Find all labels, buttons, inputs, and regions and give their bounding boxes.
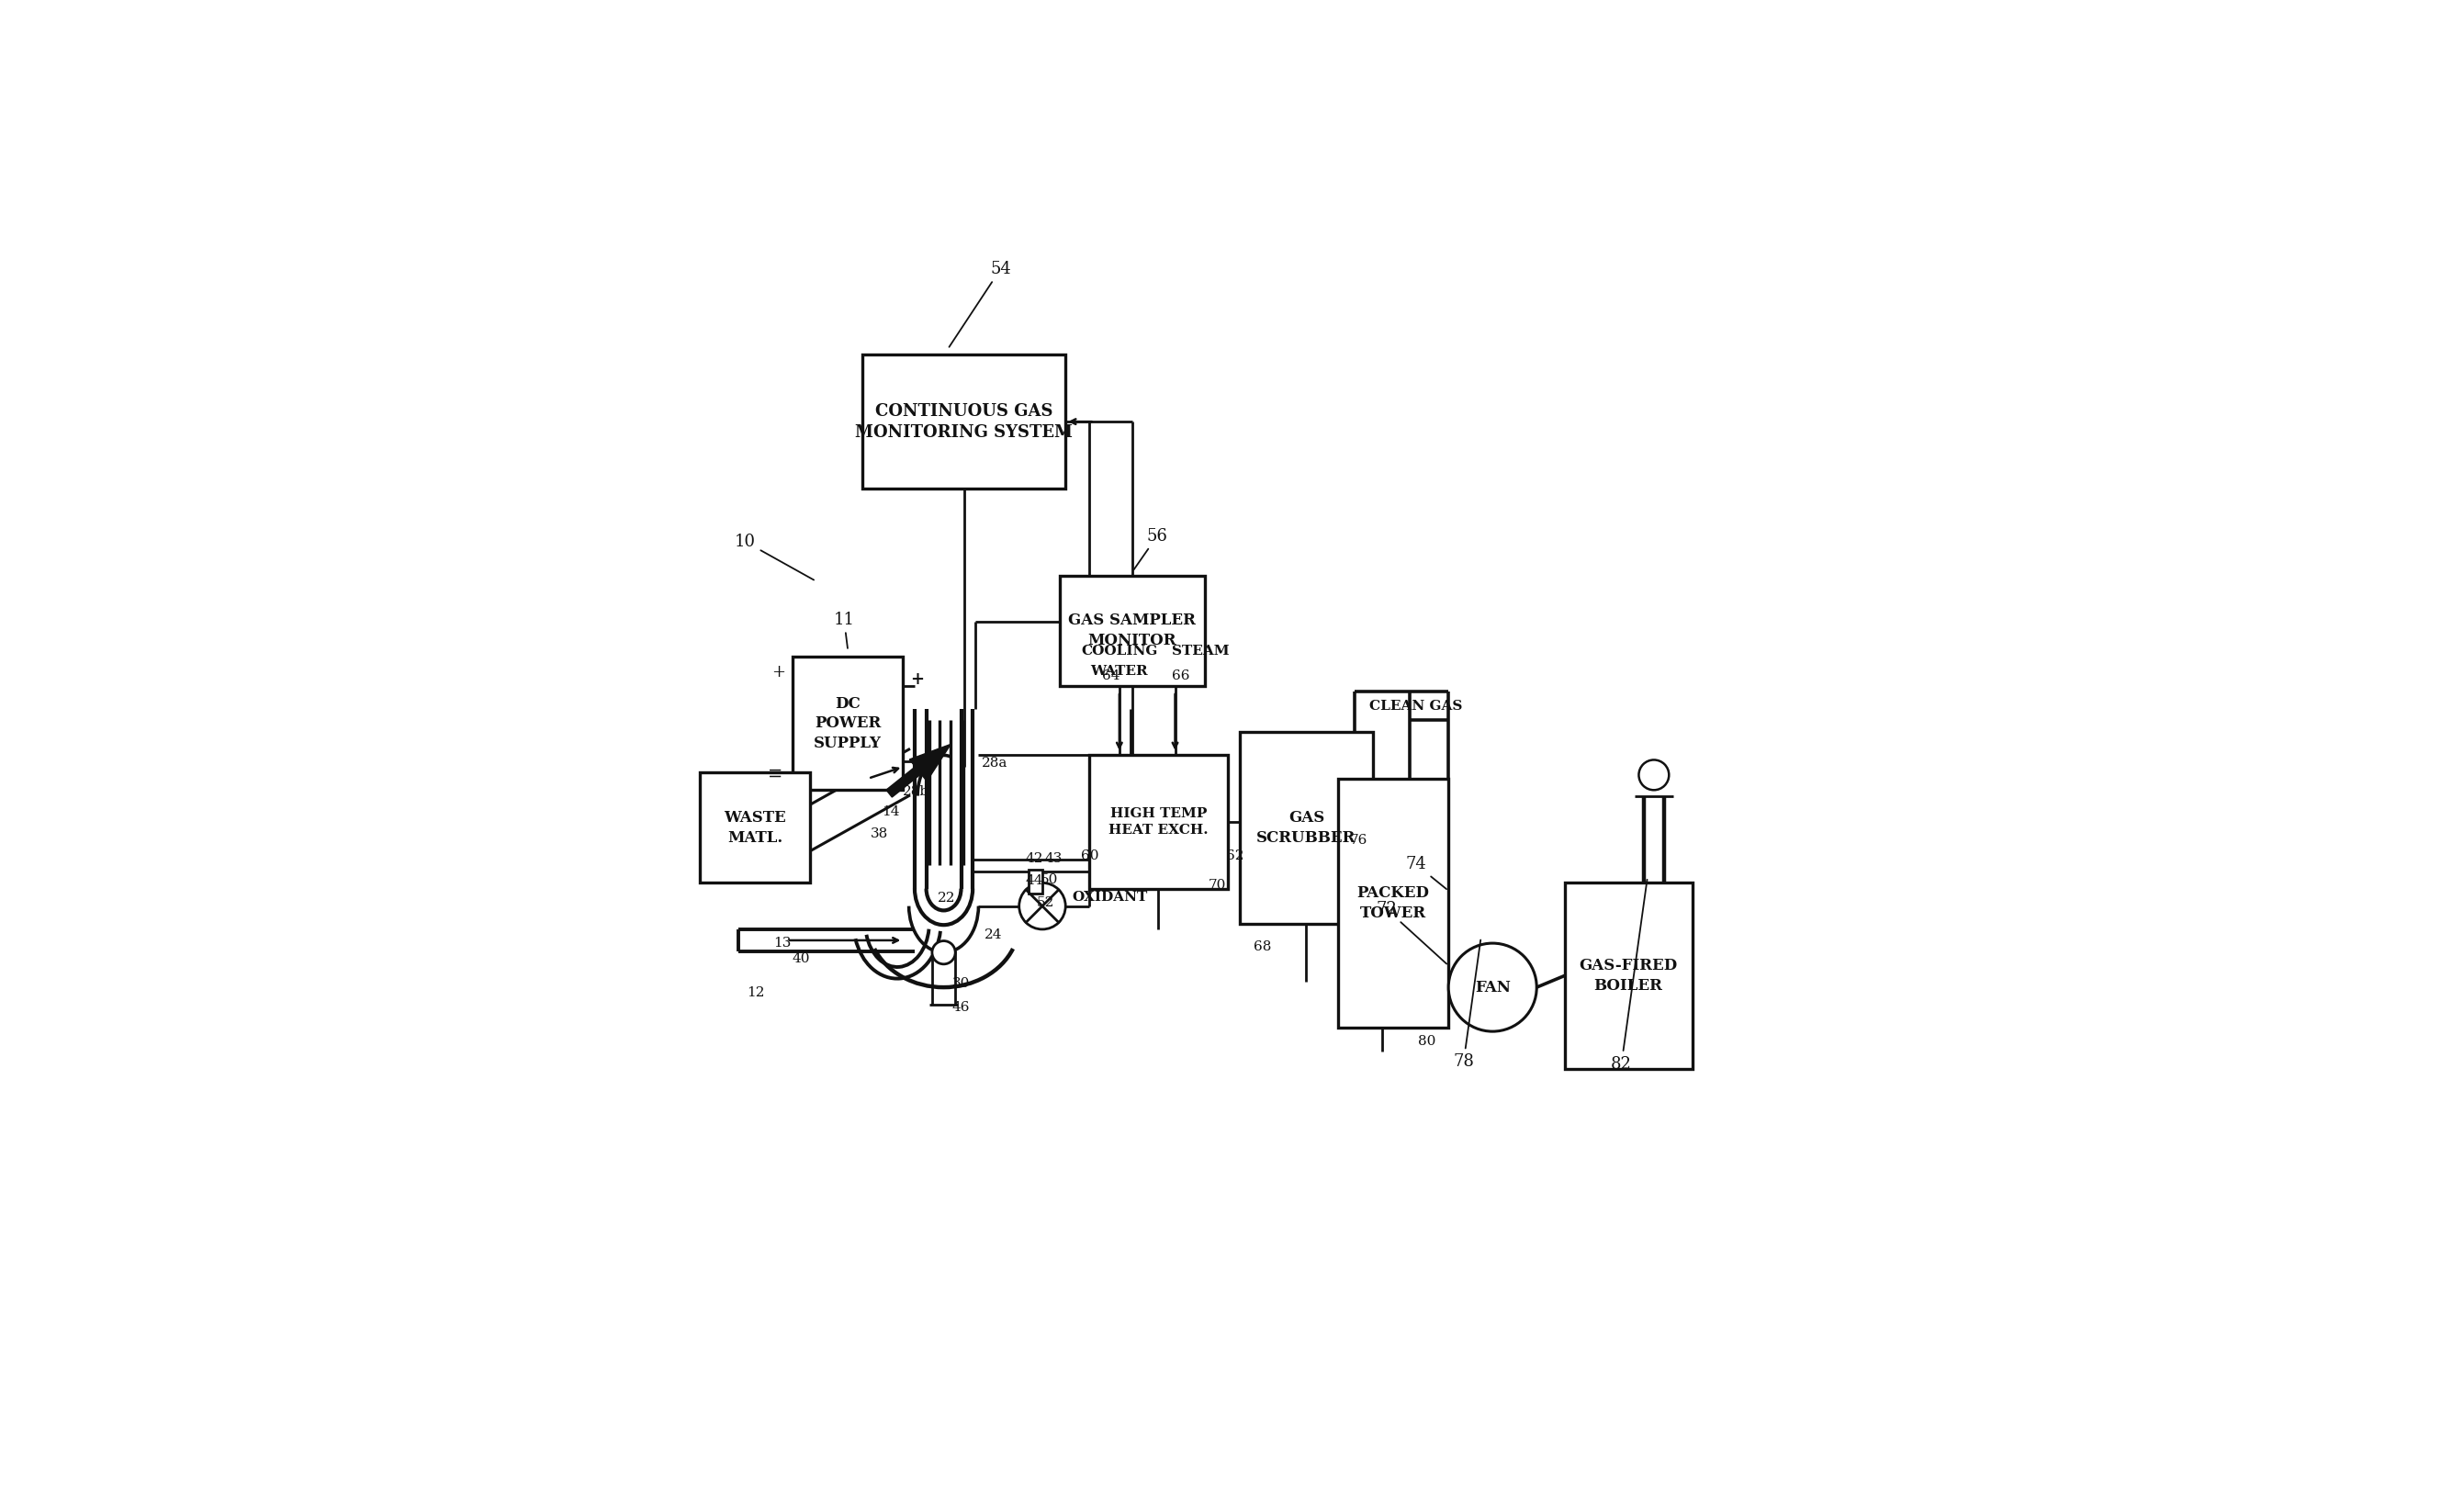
Text: CLEAN GAS: CLEAN GAS [1370,701,1464,713]
Text: 76: 76 [1350,833,1368,847]
Text: 54: 54 [949,261,1010,347]
Bar [1027,870,1042,894]
Text: GAS SAMPLER
MONITOR: GAS SAMPLER MONITOR [1069,613,1195,648]
Text: 74: 74 [1404,856,1446,889]
Text: 12: 12 [747,987,764,999]
Text: +: + [909,672,924,689]
Text: 13: 13 [774,937,791,949]
Text: 82: 82 [1611,880,1646,1071]
Text: DC
POWER
SUPPLY: DC POWER SUPPLY [813,696,882,750]
Text: 42: 42 [1025,851,1042,865]
Text: PACKED
TOWER: PACKED TOWER [1358,886,1429,921]
Text: 68: 68 [1254,940,1271,952]
Bar [1089,755,1227,889]
Text: 56: 56 [1133,527,1168,570]
Text: HIGH TEMP
HEAT EXCH.: HIGH TEMP HEAT EXCH. [1109,808,1207,836]
Text: 11: 11 [833,612,855,648]
Text: 78: 78 [1454,940,1481,1070]
Circle shape [1020,883,1064,930]
Circle shape [1449,943,1538,1031]
Bar [1060,576,1205,686]
Circle shape [931,940,956,964]
Text: 46: 46 [951,1001,971,1014]
Text: 70: 70 [1207,879,1227,892]
Text: WASTE
MATL.: WASTE MATL. [724,811,786,845]
Text: 40: 40 [791,952,811,964]
Text: 30: 30 [951,978,971,990]
Text: GAS-FIRED
BOILER: GAS-FIRED BOILER [1579,958,1678,993]
Bar [793,657,904,790]
Text: 72: 72 [1377,901,1446,964]
Text: 28a: 28a [983,757,1008,770]
Text: CONTINUOUS GAS
MONITORING SYSTEM: CONTINUOUS GAS MONITORING SYSTEM [855,402,1072,440]
Text: ≡: ≡ [766,766,784,782]
Text: COOLING: COOLING [1082,645,1158,657]
Text: 43: 43 [1045,851,1062,865]
Bar [700,773,811,883]
Circle shape [1639,760,1668,790]
Text: 66: 66 [1173,671,1190,683]
Text: 38: 38 [870,827,887,841]
Text: 14: 14 [882,806,899,818]
Text: 10: 10 [734,533,813,580]
Text: OXIDANT: OXIDANT [1072,891,1148,903]
Text: FAN: FAN [1476,980,1510,995]
Bar [1565,883,1693,1068]
Text: +: + [771,665,786,681]
Text: GAS
SCRUBBER: GAS SCRUBBER [1257,811,1355,845]
Text: 62: 62 [1225,850,1244,862]
Text: 44: 44 [1025,874,1042,888]
Text: 52: 52 [1037,897,1055,909]
Text: 24: 24 [983,928,1003,942]
Text: STEAM: STEAM [1173,645,1230,657]
Text: 50: 50 [1040,873,1057,886]
Text: 60: 60 [1082,850,1099,862]
FancyArrow shape [887,744,951,797]
Text: WATER: WATER [1092,665,1148,678]
Bar [1338,779,1449,1028]
Text: 22: 22 [939,892,956,904]
Text: 80: 80 [1419,1035,1437,1049]
Text: 64: 64 [1101,671,1121,683]
Bar [1239,732,1372,924]
Text: 28b: 28b [904,785,929,797]
Bar [862,356,1064,488]
